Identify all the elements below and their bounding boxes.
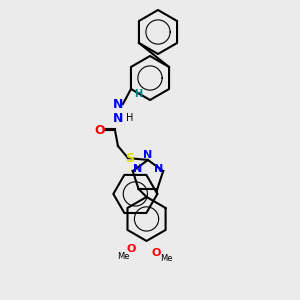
Text: H: H	[134, 89, 142, 99]
Text: N: N	[113, 112, 123, 124]
Text: O: O	[94, 124, 105, 136]
Text: N: N	[154, 164, 163, 174]
Text: N: N	[133, 164, 142, 174]
Text: N: N	[143, 150, 153, 160]
Text: S: S	[125, 152, 134, 166]
Text: N: N	[113, 98, 123, 110]
Text: O: O	[152, 248, 161, 258]
Text: Me: Me	[160, 254, 173, 263]
Text: Me: Me	[117, 252, 130, 261]
Text: O: O	[127, 244, 136, 254]
Text: H: H	[126, 113, 133, 123]
